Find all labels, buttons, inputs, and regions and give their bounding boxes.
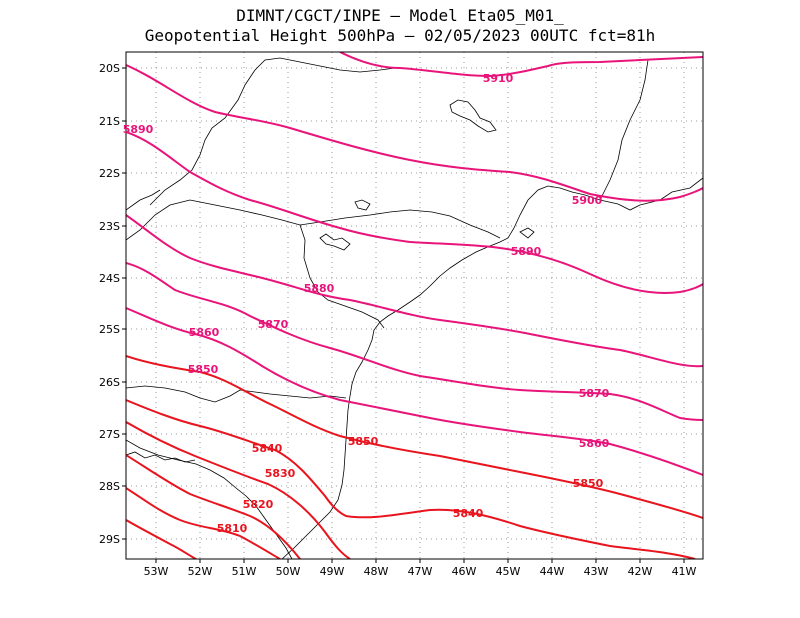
contour-5900-a [126,64,703,202]
lon-label-42w: 42W [628,565,653,578]
contour-label: 5860 [579,437,610,450]
contour-label: 5850 [188,363,219,376]
border-south-wiggle [126,451,196,463]
contour-label: 5850 [573,477,604,490]
lat-label-20s: 20S [99,62,120,75]
contour-lines [126,52,703,559]
lat-label-23s: 23S [99,220,120,233]
contour-label: 5840 [453,507,484,520]
lat-label-22s: 22S [99,167,120,180]
contour-5860 [126,307,703,476]
lon-label-48w: 48W [364,565,389,578]
contour-label: 5880 [304,282,335,295]
state-border-mg-sp [126,199,501,241]
river-reservoir-2 [319,233,351,251]
lon-label-51w: 51W [232,565,257,578]
lon-label-41w: 41W [672,565,697,578]
lon-label-44w: 44W [540,565,565,578]
contour-5890-a [126,131,703,295]
lon-label-47w: 47W [408,565,433,578]
lat-axis-labels: 20S 21S 22S 23S 24S 25S 26S 27S 28S 29S [99,62,120,546]
lon-label-50w: 50W [276,565,301,578]
contour-label: 5870 [579,387,610,400]
state-border-pr-sc [126,385,347,403]
lon-label-43w: 43W [584,565,609,578]
contour-label: 5900 [572,194,603,207]
lon-label-46w: 46W [452,565,477,578]
island-sao-sebastiao [519,227,535,239]
state-border-rj [599,59,649,201]
contour-5820 [126,454,301,559]
contour-5840 [126,399,696,559]
lon-axis-labels: 53W 52W 51W 50W 49W 48W 47W 46W 45W 44W … [144,565,697,578]
lon-label-52w: 52W [188,565,213,578]
contour-5850 [126,355,703,519]
contour-label: 5870 [258,318,289,331]
lat-label-28s: 28S [99,480,120,493]
contour-5800 [126,519,197,559]
lon-label-49w: 49W [320,565,345,578]
grid-lines [126,52,703,559]
lat-label-24s: 24S [99,272,120,285]
state-border-ms [126,189,161,211]
river-reservoir-1 [449,99,497,133]
map-title-line2: Geopotential Height 500hPa – 02/05/2023 … [144,26,656,45]
contour-5880 [126,214,703,368]
contour-label: 5840 [252,442,283,455]
tick-marks [122,67,685,563]
contour-label: 5850 [348,435,379,448]
contour-label: 5810 [217,522,248,535]
coastline [281,177,703,559]
contour-5810 [126,487,281,559]
lon-label-53w: 53W [144,565,169,578]
contour-value-labels: 5910 5900 5890 5890 5880 5870 5870 5860 … [123,72,610,535]
lat-label-29s: 29S [99,533,120,546]
contour-5870 [126,262,703,421]
coastline-borders [126,57,703,559]
contour-5830 [126,421,351,559]
lat-label-26s: 26S [99,376,120,389]
map-title-line1: DIMNT/CGCT/INPE – Model Eta05_M01_ [236,6,564,25]
contour-label: 5830 [265,467,296,480]
lon-label-45w: 45W [496,565,521,578]
lat-label-25s: 25S [99,323,120,336]
contour-label: 5860 [189,326,220,339]
contour-5910 [339,52,703,78]
contour-label: 5890 [511,245,542,258]
state-border-west [149,57,396,206]
contour-label: 5910 [483,72,514,85]
map-frame [125,51,704,560]
state-border-sp-pr [299,224,385,329]
river-reservoir-3 [354,199,371,211]
lat-label-21s: 21S [99,115,120,128]
contour-label: 5820 [243,498,274,511]
lat-label-27s: 27S [99,428,120,441]
contour-label: 5890 [123,123,154,136]
